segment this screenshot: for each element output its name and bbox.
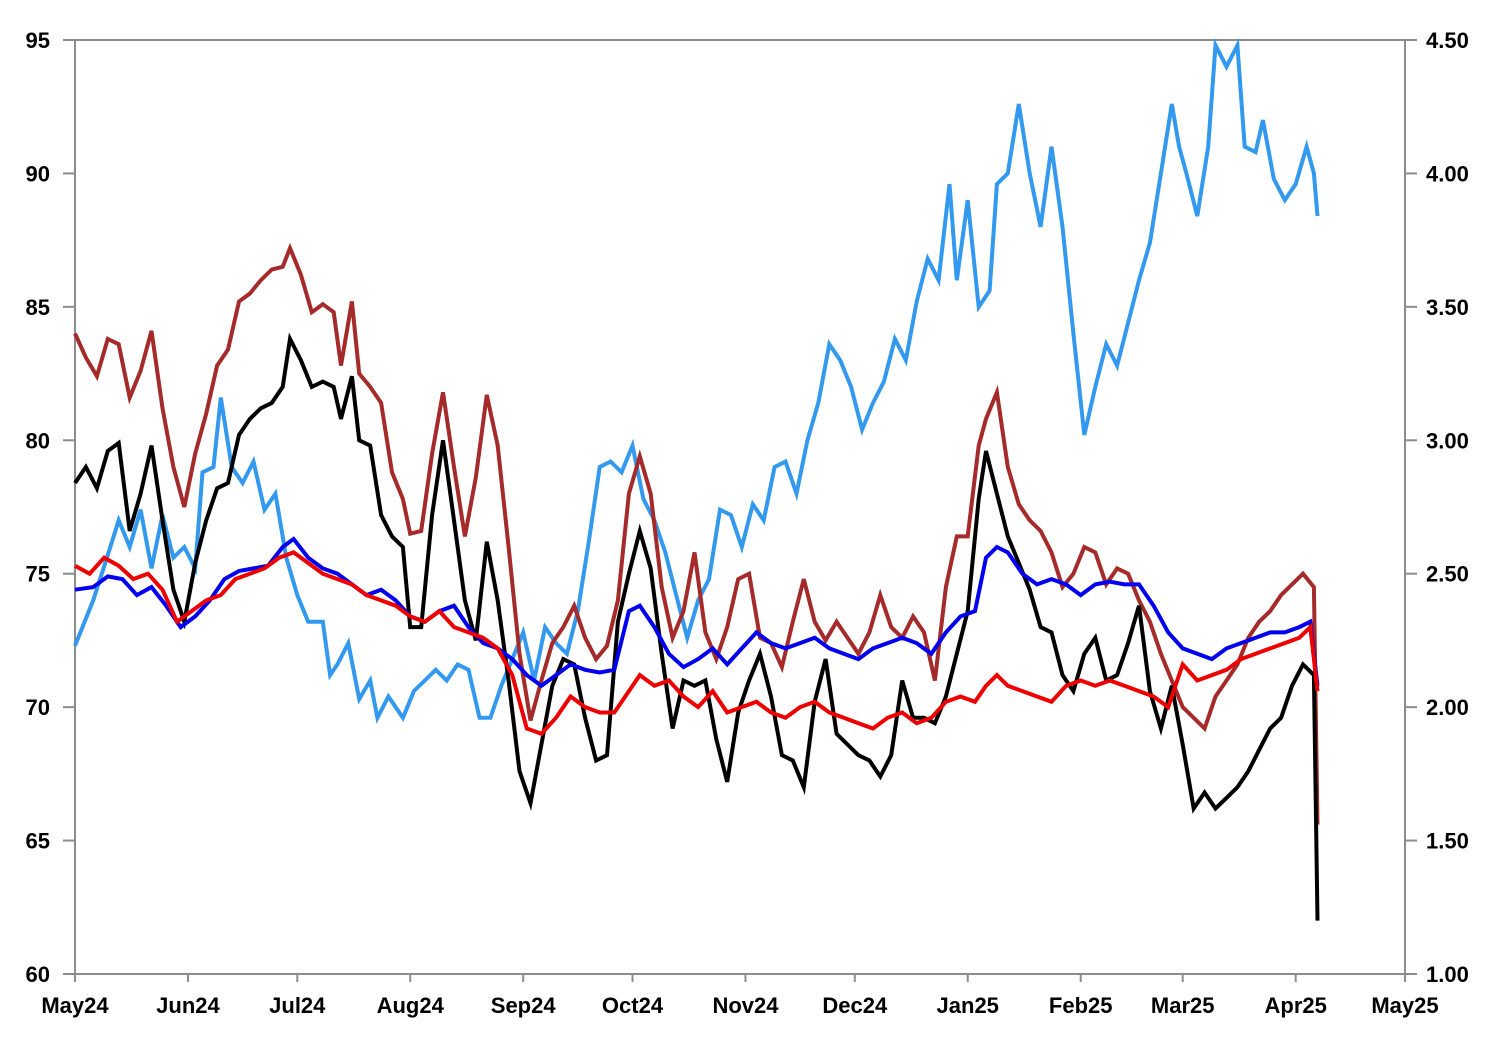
tick-labels-layer: May24 Jun24 Jul24 Aug24 Sep24 Oct24 Nov24 Dec24… bbox=[26, 28, 1469, 1018]
x-tick-label: May24 bbox=[41, 993, 109, 1018]
right-y-tick-label: 4.50 bbox=[1426, 28, 1469, 53]
left-y-tick-label: 75 bbox=[26, 562, 50, 587]
x-tick-label: Mar25 bbox=[1151, 993, 1215, 1018]
left-y-tick-label: 90 bbox=[26, 161, 50, 186]
series-line-2 bbox=[73, 242, 1320, 825]
left-y-tick-label: 70 bbox=[26, 695, 50, 720]
x-tick-label: Feb25 bbox=[1049, 993, 1113, 1018]
series-line-3 bbox=[73, 332, 1320, 921]
series-line-4 bbox=[74, 536, 1320, 689]
right-y-tick-label: 3.00 bbox=[1426, 428, 1469, 453]
x-tick-label: Jun24 bbox=[156, 993, 220, 1018]
x-tick-label: Dec24 bbox=[822, 993, 888, 1018]
x-tick-label: Jan25 bbox=[937, 993, 999, 1018]
series-line-1 bbox=[73, 37, 1320, 724]
right-y-tick-label: 2.50 bbox=[1426, 562, 1469, 587]
right-y-tick-label: 3.50 bbox=[1426, 295, 1469, 320]
x-tick-label: Jul24 bbox=[269, 993, 326, 1018]
left-y-tick-label: 80 bbox=[26, 428, 50, 453]
left-y-tick-label: 85 bbox=[26, 295, 50, 320]
x-tick-label: Aug24 bbox=[377, 993, 445, 1018]
x-tick-label: Apr25 bbox=[1265, 993, 1327, 1018]
x-tick-label: May25 bbox=[1371, 993, 1438, 1018]
left-y-tick-label: 95 bbox=[26, 28, 50, 53]
x-tick-label: Nov24 bbox=[712, 993, 779, 1018]
right-y-tick-label: 4.00 bbox=[1426, 161, 1469, 186]
x-tick-label: Oct24 bbox=[602, 993, 664, 1018]
right-y-tick-label: 1.00 bbox=[1426, 962, 1469, 987]
right-y-tick-label: 1.50 bbox=[1426, 829, 1469, 854]
series-line-5 bbox=[74, 550, 1320, 737]
left-y-tick-label: 65 bbox=[26, 829, 50, 854]
series-layer bbox=[73, 37, 1320, 921]
right-y-tick-label: 2.00 bbox=[1426, 695, 1469, 720]
x-tick-label: Sep24 bbox=[491, 993, 557, 1018]
axes-layer bbox=[63, 39, 1417, 982]
left-y-tick-label: 60 bbox=[26, 962, 50, 987]
